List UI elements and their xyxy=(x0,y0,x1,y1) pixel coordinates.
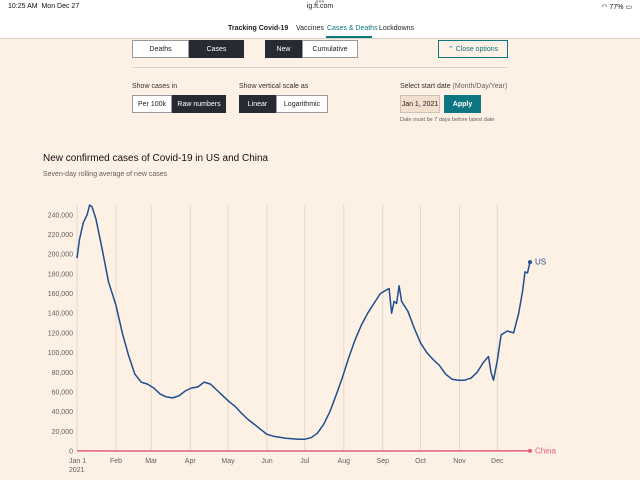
close-options-button[interactable]: ⌃ Close options xyxy=(438,40,508,58)
y-tick-label: 60,000 xyxy=(52,389,74,396)
series-line-us xyxy=(76,204,531,440)
show-cases-label: Show cases in xyxy=(132,83,178,90)
x-tick-label: May xyxy=(221,458,235,465)
y-tick-label: 80,000 xyxy=(52,370,74,377)
line-chart: Jan 1 2021 Feb Mar Apr May Jun Jul Aug Sep Oct Nov D… xyxy=(48,204,556,474)
x-tick-label: Oct xyxy=(415,458,426,465)
y-tick-label: 220,000 xyxy=(48,232,73,239)
x-tick-label: Jan 1 2021 xyxy=(69,458,86,474)
url-label[interactable]: ig.ft.com xyxy=(306,3,334,10)
y-tick-label: 0 xyxy=(69,449,73,456)
wifi-icon: ◠ xyxy=(601,4,608,11)
chart-subtitle: Seven-day rolling average of new cases xyxy=(43,171,168,178)
nav-item-cases-deaths[interactable]: Cases & Deaths xyxy=(327,25,378,32)
x-tick-label: Apr xyxy=(185,458,197,465)
y-tick-label: 20,000 xyxy=(52,429,74,436)
apply-button[interactable]: Apply xyxy=(444,95,481,113)
x-tick-label: Jul xyxy=(300,458,309,465)
raw-numbers-button[interactable]: Raw numbers xyxy=(172,95,226,113)
series-label-us: US xyxy=(535,258,546,267)
x-tick-label: Nov xyxy=(453,458,466,465)
status-right: ◠ 77% ▭ xyxy=(601,4,632,11)
series-label-china: China xyxy=(535,446,556,455)
x-tick-label: Sep xyxy=(377,458,390,465)
cumulative-button[interactable]: Cumulative xyxy=(302,40,358,58)
start-date-input[interactable]: Jan 1, 2021 xyxy=(400,95,440,113)
per-100k-button[interactable]: Per 100k xyxy=(132,95,172,113)
y-tick-label: 240,000 xyxy=(48,212,73,219)
linear-button[interactable]: Linear xyxy=(239,95,276,113)
status-time: 10:25 AM Mon Dec 27 xyxy=(8,3,80,10)
start-date-label: Select start date (Month/Day/Year) xyxy=(400,83,508,90)
y-tick-label: 160,000 xyxy=(48,291,73,298)
logarithmic-button[interactable]: Logarithmic xyxy=(276,95,328,113)
new-button[interactable]: New xyxy=(265,40,302,58)
y-tick-label: 40,000 xyxy=(52,409,74,416)
nav-dots: ••• xyxy=(315,0,325,6)
x-tick-label: Feb xyxy=(110,458,122,465)
y-tick-label: 100,000 xyxy=(48,350,73,357)
start-date-note: Date must be 7 days before latest date xyxy=(400,117,495,123)
status-bar: 10:25 AM Mon Dec 27 ••• ig.ft.com ◠ 77% … xyxy=(0,0,640,14)
nav-item-vaccines[interactable]: Vaccines xyxy=(296,25,324,32)
chevron-up-icon: ⌃ xyxy=(447,46,454,53)
nav-item-tracking[interactable]: Tracking Covid-19 xyxy=(228,25,289,32)
site-nav: Tracking Covid-19 Vaccines Cases & Death… xyxy=(0,14,640,39)
divider xyxy=(132,67,508,68)
nav-item-lockdowns[interactable]: Lockdowns xyxy=(379,25,415,32)
series-end-dot-china xyxy=(528,448,532,453)
y-tick-label: 180,000 xyxy=(48,271,73,278)
nav-active-indicator xyxy=(326,36,372,38)
x-tick-label: Dec xyxy=(491,458,504,465)
cases-button[interactable]: Cases xyxy=(189,40,244,58)
y-tick-label: 140,000 xyxy=(48,311,73,318)
y-tick-label: 200,000 xyxy=(48,252,73,259)
vertical-scale-label: Show vertical scale as xyxy=(239,83,309,90)
x-tick-label: Mar xyxy=(145,458,158,465)
x-tick-label: Aug xyxy=(338,458,351,465)
series-end-dot-us xyxy=(528,260,532,265)
battery-icon: ▭ xyxy=(625,4,632,11)
x-tick-label: Jun xyxy=(261,458,272,465)
y-tick-label: 120,000 xyxy=(48,330,73,337)
deaths-button[interactable]: Deaths xyxy=(132,40,189,58)
chart-title: New confirmed cases of Covid-19 in US an… xyxy=(43,153,269,164)
